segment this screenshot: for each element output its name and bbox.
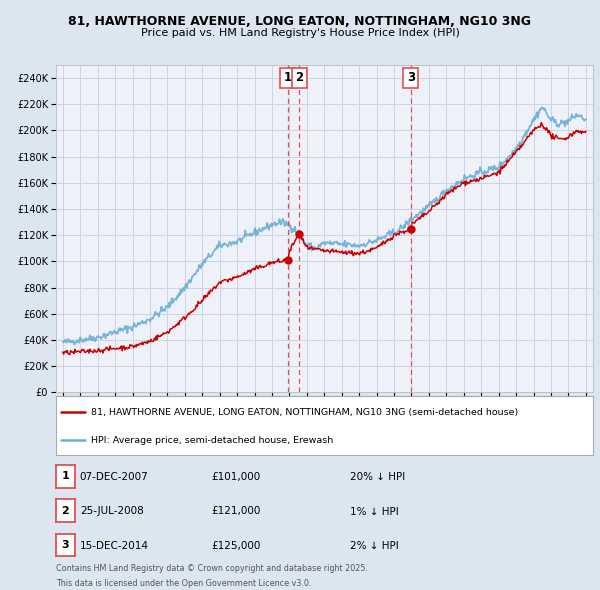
Text: 1% ↓ HPI: 1% ↓ HPI: [350, 506, 398, 516]
Text: £101,000: £101,000: [212, 472, 261, 482]
Text: 07-DEC-2007: 07-DEC-2007: [80, 472, 149, 482]
Text: Price paid vs. HM Land Registry's House Price Index (HPI): Price paid vs. HM Land Registry's House …: [140, 28, 460, 38]
Text: £125,000: £125,000: [212, 540, 261, 550]
Text: This data is licensed under the Open Government Licence v3.0.: This data is licensed under the Open Gov…: [56, 579, 311, 588]
Text: 20% ↓ HPI: 20% ↓ HPI: [350, 472, 405, 482]
Text: 81, HAWTHORNE AVENUE, LONG EATON, NOTTINGHAM, NG10 3NG: 81, HAWTHORNE AVENUE, LONG EATON, NOTTIN…: [68, 15, 532, 28]
Text: 2: 2: [295, 71, 303, 84]
Text: 81, HAWTHORNE AVENUE, LONG EATON, NOTTINGHAM, NG10 3NG (semi-detached house): 81, HAWTHORNE AVENUE, LONG EATON, NOTTIN…: [91, 408, 518, 418]
Text: £121,000: £121,000: [212, 506, 261, 516]
Text: 15-DEC-2014: 15-DEC-2014: [80, 540, 149, 550]
Text: Contains HM Land Registry data © Crown copyright and database right 2025.: Contains HM Land Registry data © Crown c…: [56, 564, 368, 573]
Text: 1: 1: [284, 71, 292, 84]
Text: 2% ↓ HPI: 2% ↓ HPI: [350, 540, 398, 550]
Text: 3: 3: [407, 71, 415, 84]
Text: HPI: Average price, semi-detached house, Erewash: HPI: Average price, semi-detached house,…: [91, 435, 333, 445]
Text: 25-JUL-2008: 25-JUL-2008: [80, 506, 143, 516]
Text: 3: 3: [62, 540, 69, 550]
Text: 2: 2: [62, 506, 69, 516]
Text: 1: 1: [62, 471, 69, 481]
